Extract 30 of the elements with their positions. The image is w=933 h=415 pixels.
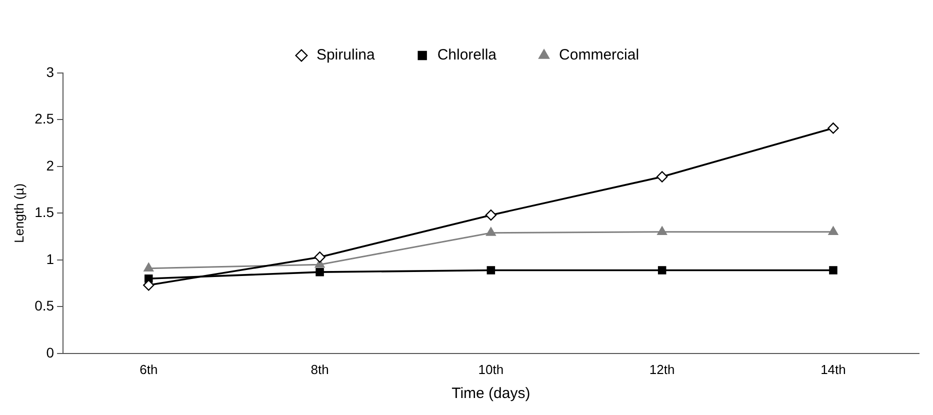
- point: [144, 262, 154, 272]
- point: [486, 266, 496, 274]
- point: [314, 252, 326, 263]
- legend-label: Commercial: [559, 46, 640, 64]
- y-tick-label: 2.5: [34, 110, 54, 127]
- point: [657, 226, 668, 235]
- point: [486, 227, 496, 236]
- y-tick-label: 0: [46, 344, 54, 360]
- y-tick-label: 3: [46, 64, 54, 80]
- point: [658, 266, 666, 274]
- legend-label: Spirulina: [316, 46, 376, 64]
- y-tick-label: 1.5: [34, 204, 54, 220]
- y-tick-label: 1: [46, 250, 54, 267]
- point: [829, 266, 838, 274]
- x-tick-label: 12th: [649, 362, 675, 377]
- point: [316, 268, 324, 276]
- point: [828, 122, 839, 134]
- x-tick-label: 10th: [478, 362, 504, 377]
- point: [485, 209, 497, 221]
- x-tick-label: 14th: [820, 362, 846, 377]
- point: [828, 226, 838, 235]
- point: [143, 280, 154, 291]
- x-tick-label: 8th: [310, 362, 329, 377]
- y-tick-label: 2: [46, 157, 54, 174]
- x-tick-label: 6th: [140, 362, 158, 377]
- y-tick-label: 0.5: [34, 298, 54, 314]
- x-axis-title: Time (days): [452, 385, 530, 402]
- point: [656, 171, 668, 182]
- legend-label: Chlorella: [437, 46, 498, 64]
- y-axis-title: Length (µ): [11, 183, 26, 243]
